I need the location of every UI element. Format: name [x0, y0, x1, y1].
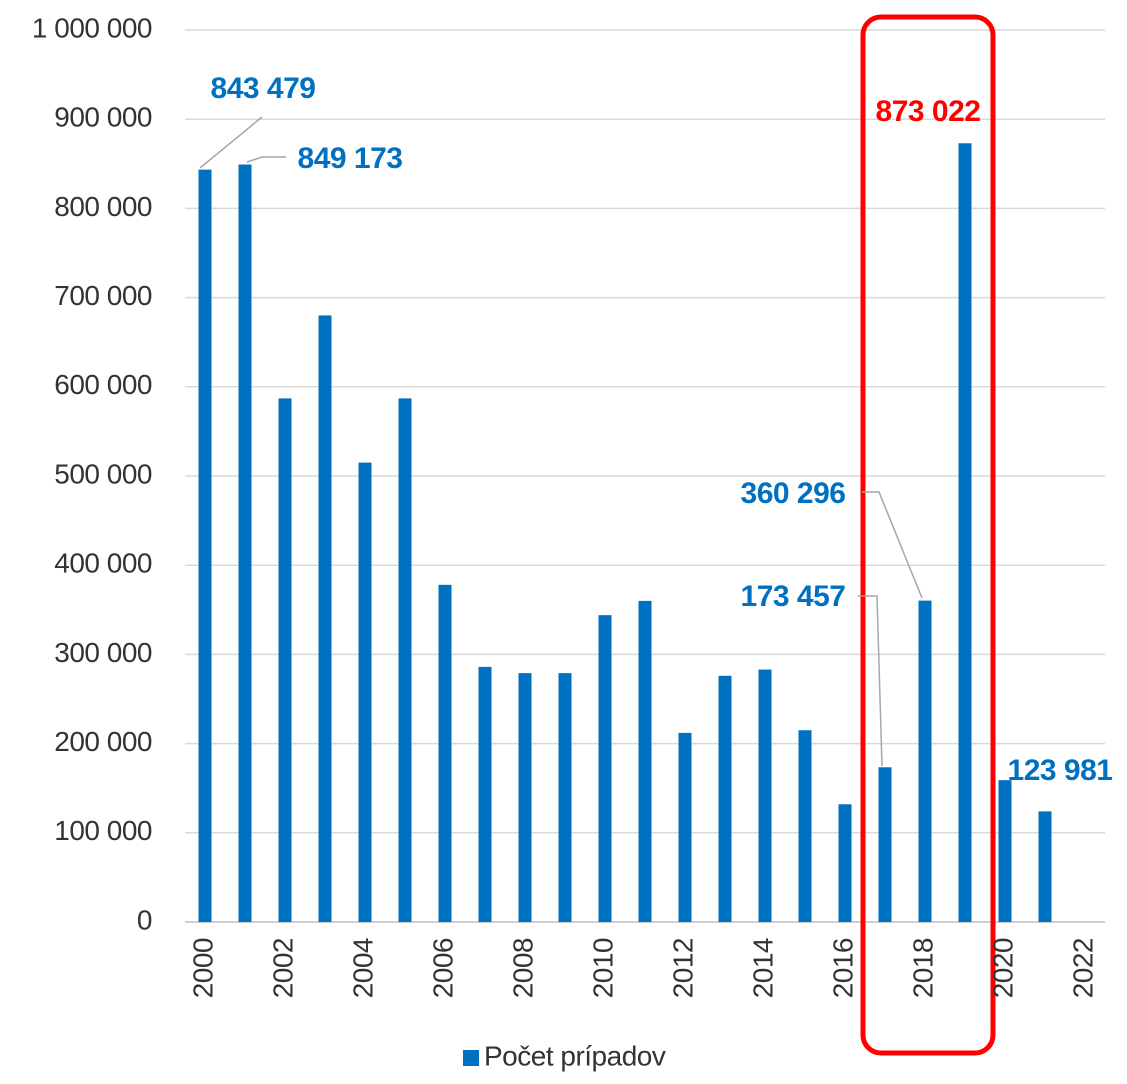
bar: [718, 675, 732, 922]
y-tick-label: 0: [137, 904, 152, 935]
bar: [878, 767, 892, 922]
bar: [918, 600, 932, 922]
bar: [478, 666, 492, 922]
x-tick-label: 2002: [267, 938, 298, 998]
y-tick-label: 400 000: [54, 548, 152, 579]
x-tick-label: 2012: [667, 938, 698, 998]
x-tick-label: 2010: [587, 938, 618, 998]
legend-label: Počet prípadov: [484, 1040, 666, 1071]
y-tick-label: 600 000: [54, 369, 152, 400]
highlight-box: [860, 14, 996, 1056]
value-label: 123 981: [1008, 754, 1113, 787]
y-tick-label: 500 000: [54, 458, 152, 489]
bar: [838, 804, 852, 922]
x-tick-label: 2006: [427, 938, 458, 998]
bar: [398, 398, 412, 922]
bar: [198, 169, 212, 923]
leader-line: [246, 156, 286, 163]
bar: [758, 669, 772, 922]
bar: [638, 600, 652, 922]
bar: [278, 398, 292, 922]
bar: [998, 780, 1012, 922]
bar: [558, 673, 572, 922]
value-label: 173 457: [741, 580, 846, 613]
x-tick-label: 2014: [747, 938, 778, 998]
x-tick-label: 2008: [507, 938, 538, 998]
x-tick-label: 2022: [1067, 938, 1098, 998]
y-tick-label: 200 000: [54, 726, 152, 757]
bar: [238, 164, 252, 922]
bar: [798, 730, 812, 922]
y-tick-label: 1 000 000: [32, 12, 152, 43]
y-tick-label: 100 000: [54, 815, 152, 846]
x-tick-label: 2016: [827, 938, 858, 998]
leader-line: [858, 595, 883, 767]
bar: [958, 143, 972, 922]
leader-line: [862, 491, 923, 599]
value-label: 360 296: [741, 477, 846, 510]
x-tick-label: 2020: [987, 938, 1018, 998]
y-tick-label: 700 000: [54, 280, 152, 311]
y-tick-label: 800 000: [54, 191, 152, 222]
y-tick-label: 900 000: [54, 102, 152, 133]
bar: [358, 462, 372, 922]
bar: [518, 673, 532, 922]
x-tick-label: 2004: [347, 938, 378, 998]
bar: [598, 615, 612, 922]
value-label: 873 022: [876, 95, 981, 128]
value-label: 843 479: [211, 72, 316, 105]
bar: [1038, 811, 1052, 922]
x-tick-label: 2018: [907, 938, 938, 998]
bar: [438, 584, 452, 922]
legend-swatch: [463, 1050, 479, 1066]
value-label: 849 173: [298, 142, 403, 175]
bar: [678, 732, 692, 922]
x-tick-label: 2000: [187, 938, 218, 998]
bar: [318, 315, 332, 922]
y-tick-label: 300 000: [54, 637, 152, 668]
leader-line: [199, 116, 263, 169]
